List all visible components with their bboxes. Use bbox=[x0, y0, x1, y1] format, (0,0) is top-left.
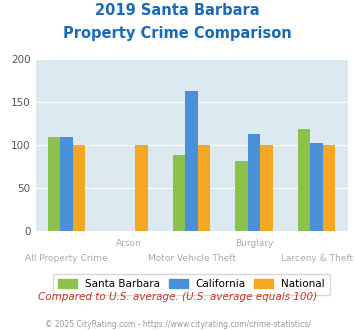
Text: © 2025 CityRating.com - https://www.cityrating.com/crime-statistics/: © 2025 CityRating.com - https://www.city… bbox=[45, 320, 310, 329]
Bar bbox=[185, 91, 198, 231]
Bar bbox=[248, 134, 261, 231]
Bar bbox=[73, 145, 86, 231]
Bar bbox=[323, 145, 335, 231]
Text: Arson: Arson bbox=[116, 239, 142, 248]
Bar bbox=[173, 155, 185, 231]
Text: Property Crime Comparison: Property Crime Comparison bbox=[63, 26, 292, 41]
Text: All Property Crime: All Property Crime bbox=[26, 254, 108, 263]
Text: Larceny & Theft: Larceny & Theft bbox=[280, 254, 353, 263]
Bar bbox=[198, 145, 211, 231]
Bar bbox=[60, 137, 73, 231]
Text: Compared to U.S. average. (U.S. average equals 100): Compared to U.S. average. (U.S. average … bbox=[38, 292, 317, 302]
Bar bbox=[136, 145, 148, 231]
Bar bbox=[261, 145, 273, 231]
Bar bbox=[298, 129, 310, 231]
Bar bbox=[235, 161, 248, 231]
Text: 2019 Santa Barbara: 2019 Santa Barbara bbox=[95, 3, 260, 18]
Legend: Santa Barbara, California, National: Santa Barbara, California, National bbox=[53, 274, 330, 295]
Text: Motor Vehicle Theft: Motor Vehicle Theft bbox=[148, 254, 236, 263]
Text: Burglary: Burglary bbox=[235, 239, 273, 248]
Bar bbox=[48, 137, 60, 231]
Bar bbox=[310, 143, 323, 231]
